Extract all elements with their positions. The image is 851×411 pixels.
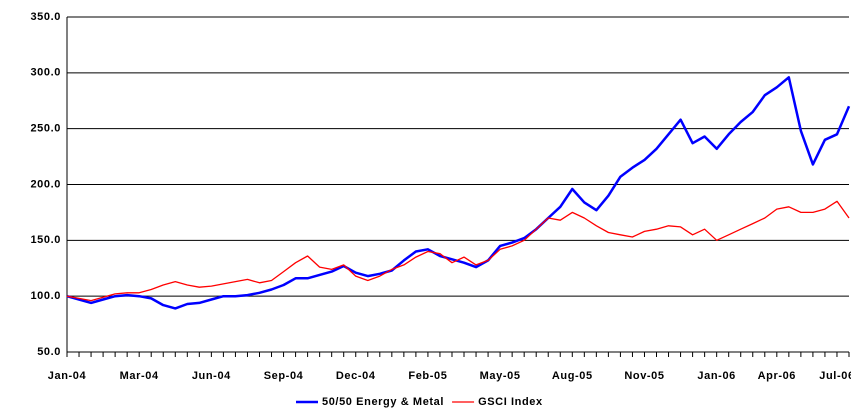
x-tick-label: Aug-05 — [552, 370, 593, 382]
legend-label: GSCI Index — [478, 396, 543, 408]
x-tick-label: Jan-06 — [697, 370, 735, 382]
y-tick-label: 200.0 — [30, 178, 61, 190]
x-tick-label: Dec-04 — [336, 370, 376, 382]
series-line — [66, 200, 850, 302]
series-line — [66, 76, 851, 310]
x-tick-label: Sep-04 — [264, 370, 304, 382]
x-tick-label: Jul-06 — [819, 370, 851, 382]
x-tick-label: Jun-04 — [192, 370, 231, 382]
y-tick-label: 100.0 — [30, 290, 61, 302]
y-tick-label: 300.0 — [30, 67, 61, 79]
y-tick-label: 350.0 — [30, 11, 61, 23]
x-tick-label: Feb-05 — [408, 370, 447, 382]
x-tick-label: Nov-05 — [624, 370, 664, 382]
x-tick-label: Mar-04 — [120, 370, 159, 382]
y-tick-label: 150.0 — [30, 234, 61, 246]
x-tick-label: Apr-06 — [758, 370, 796, 382]
y-tick-label: 50.0 — [37, 346, 61, 358]
x-tick-label: Jan-04 — [48, 370, 87, 382]
legend-label: 50/50 Energy & Metal — [322, 396, 444, 408]
y-tick-label: 250.0 — [30, 123, 61, 135]
x-tick-label: May-05 — [480, 370, 521, 382]
